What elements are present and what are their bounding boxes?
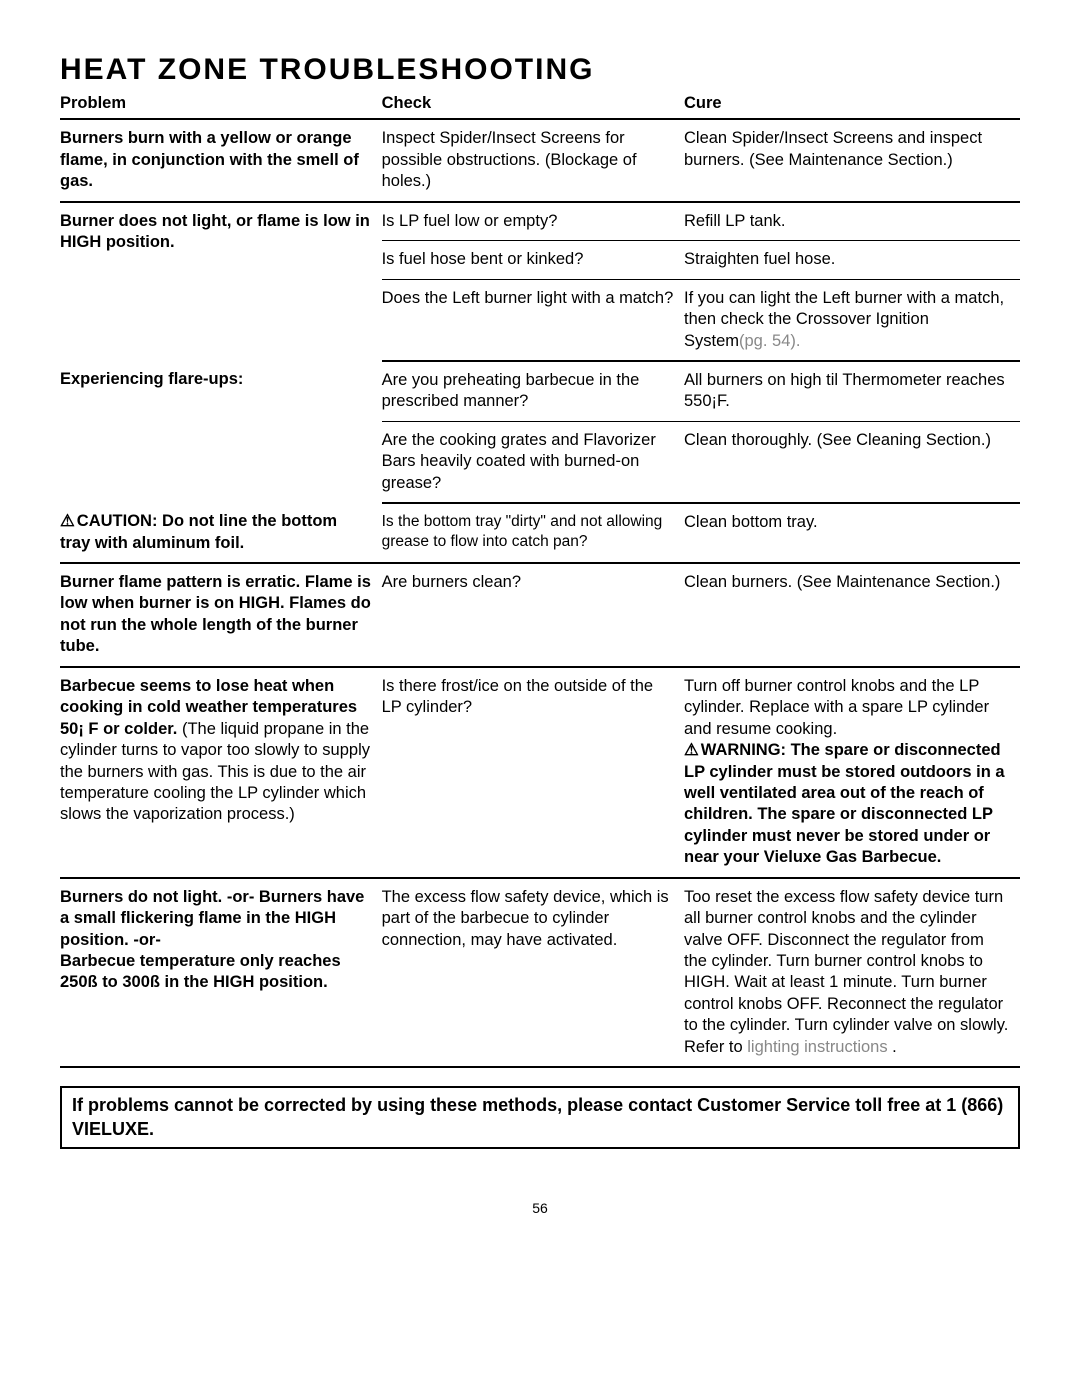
problem-text: Burner flame pattern is erratic. Flame i… [60, 573, 371, 655]
table-row: Burner flame pattern is erratic. Flame i… [60, 563, 1020, 667]
troubleshooting-table: Problem Check Cure Burners burn with a y… [60, 91, 1020, 1068]
check-text: Are the cooking grates and Flavorizer Ba… [382, 421, 684, 503]
page-title: HEAT ZONE TROUBLESHOOTING [60, 50, 1020, 89]
cure-text: Straighten fuel hose. [684, 241, 1020, 279]
check-text: Does the Left burner light with a match? [382, 279, 684, 361]
check-text: Is fuel hose bent or kinked? [382, 241, 684, 279]
cure-text: Too reset the excess flow safety device … [684, 878, 1020, 1068]
page-number: 56 [60, 1199, 1020, 1217]
cure-text: Clean burners. (See Maintenance Section.… [684, 563, 1020, 667]
problem-text: Burners do not light. -or- Burners have … [60, 888, 364, 992]
table-row: Experiencing flare-ups: Are you preheati… [60, 361, 1020, 421]
check-text: Inspect Spider/Insect Screens for possib… [382, 119, 684, 201]
cure-text: All burners on high til Thermometer reac… [684, 361, 1020, 421]
table-row: Burners do not light. -or- Burners have … [60, 878, 1020, 1068]
check-text: Are you preheating barbecue in the presc… [382, 361, 684, 421]
table-row: CAUTION: Do not line the bottom tray wit… [60, 503, 1020, 563]
header-cure: Cure [684, 91, 1020, 119]
problem-text: Experiencing flare-ups: [60, 370, 243, 388]
problem-text: Burners burn with a yellow or orange fla… [60, 129, 359, 190]
header-check: Check [382, 91, 684, 119]
cure-text: Clean Spider/Insect Screens and inspect … [684, 119, 1020, 201]
cure-text: Refill LP tank. [684, 202, 1020, 241]
warning-icon [60, 512, 77, 530]
table-header-row: Problem Check Cure [60, 91, 1020, 119]
cure-text: If you can light the Left burner with a … [684, 279, 1020, 361]
check-text: Is there frost/ice on the outside of the… [382, 667, 684, 878]
cure-text: Clean thoroughly. (See Cleaning Section.… [684, 421, 1020, 503]
check-text: Are burners clean? [382, 563, 684, 667]
problem-text: CAUTION: Do not line the bottom tray wit… [60, 512, 337, 551]
cure-text: Turn off burner control knobs and the LP… [684, 667, 1020, 878]
footer-note: If problems cannot be corrected by using… [60, 1086, 1020, 1149]
warning-icon [684, 741, 701, 759]
check-text: Is the bottom tray "dirty" and not allow… [382, 503, 684, 563]
table-row: Burner does not light, or flame is low i… [60, 202, 1020, 241]
header-problem: Problem [60, 91, 382, 119]
cure-text: Clean bottom tray. [684, 503, 1020, 563]
check-text: The excess flow safety device, which is … [382, 878, 684, 1068]
check-text: Is LP fuel low or empty? [382, 202, 684, 241]
table-row: Burners burn with a yellow or orange fla… [60, 119, 1020, 201]
table-row: Barbecue seems to lose heat when cooking… [60, 667, 1020, 878]
problem-text: Burner does not light, or flame is low i… [60, 212, 370, 251]
